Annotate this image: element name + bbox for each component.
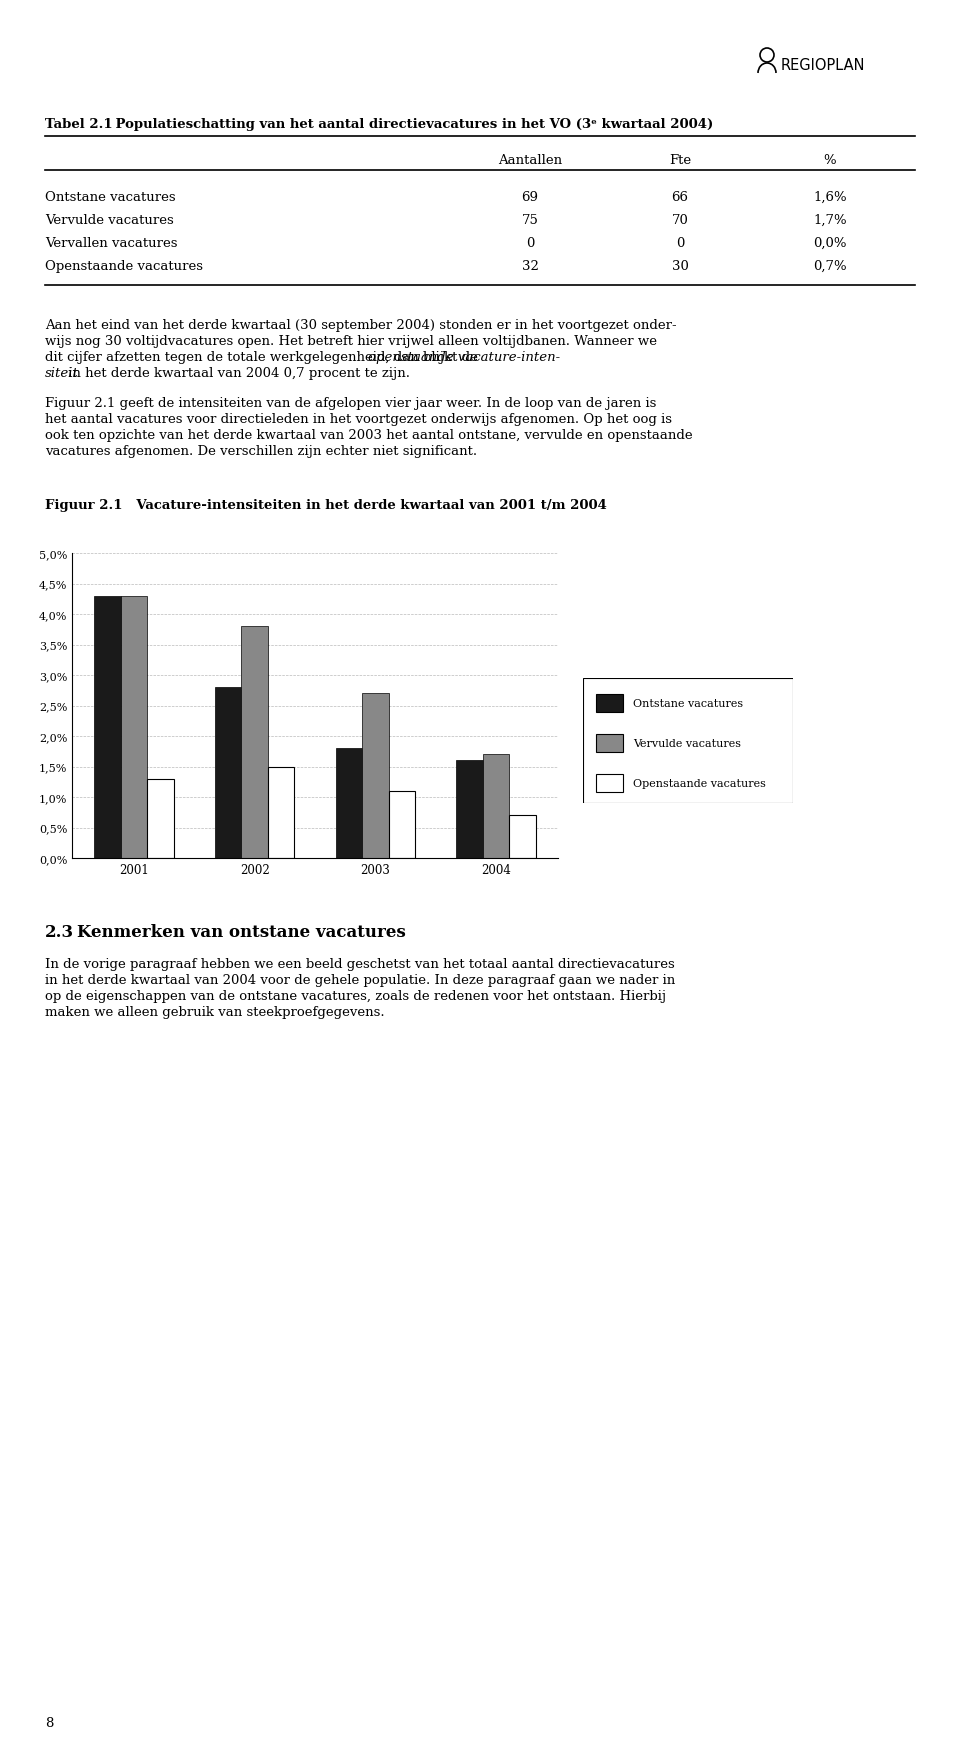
Text: 0,0%: 0,0% (813, 237, 847, 249)
Bar (510, 815, 536, 859)
Text: 69: 69 (521, 192, 539, 204)
Text: Figuur 2.1   Vacature-intensiteiten in het derde kwartaal van 2001 t/m 2004: Figuur 2.1 Vacature-intensiteiten in het… (45, 499, 607, 511)
Text: 8: 8 (45, 1717, 54, 1729)
Bar (241, 627, 268, 859)
Text: maken we alleen gebruik van steekproefgegevens.: maken we alleen gebruik van steekproefge… (45, 1005, 385, 1019)
Text: 70: 70 (672, 214, 688, 227)
Text: Fte: Fte (669, 155, 691, 167)
Text: 0: 0 (676, 237, 684, 249)
Text: het aantal vacatures voor directieleden in het voortgezet onderwijs afgenomen. O: het aantal vacatures voor directieleden … (45, 413, 672, 425)
Text: 1,7%: 1,7% (813, 214, 847, 227)
Text: Vervulde vacatures: Vervulde vacatures (45, 214, 174, 227)
Text: Kenmerken van ontstane vacatures: Kenmerken van ontstane vacatures (77, 924, 406, 940)
Bar (362, 694, 389, 859)
Text: %: % (824, 155, 836, 167)
Bar (595, 694, 623, 712)
Text: 30: 30 (672, 260, 688, 272)
Bar (121, 596, 147, 859)
Text: REGIOPLAN: REGIOPLAN (781, 58, 866, 72)
Bar (268, 768, 295, 859)
Text: siteit: siteit (45, 367, 79, 380)
Bar (336, 748, 362, 859)
Text: 1,6%: 1,6% (813, 192, 847, 204)
Bar (147, 780, 174, 859)
Text: Aan het eind van het derde kwartaal (30 september 2004) stonden er in het voortg: Aan het eind van het derde kwartaal (30 … (45, 318, 677, 332)
Text: Populatieschatting van het aantal directievacatures in het VO (3ᵉ kwartaal 2004): Populatieschatting van het aantal direct… (97, 118, 713, 132)
Text: 75: 75 (521, 214, 539, 227)
Text: Ontstane vacatures: Ontstane vacatures (634, 699, 744, 708)
Text: 66: 66 (671, 192, 688, 204)
Text: wijs nog 30 voltijdvacatures open. Het betreft hier vrijwel alleen voltijdbanen.: wijs nog 30 voltijdvacatures open. Het b… (45, 336, 657, 348)
Text: Openstaande vacatures: Openstaande vacatures (45, 260, 203, 272)
Text: ook ten opzichte van het derde kwartaal van 2003 het aantal ontstane, vervulde e: ook ten opzichte van het derde kwartaal … (45, 429, 692, 441)
Text: Vervallen vacatures: Vervallen vacatures (45, 237, 178, 249)
Text: In de vorige paragraaf hebben we een beeld geschetst van het totaal aantal direc: In de vorige paragraaf hebben we een bee… (45, 958, 675, 970)
Text: openstaande vacature-inten-: openstaande vacature-inten- (368, 351, 560, 364)
Text: 32: 32 (521, 260, 539, 272)
Text: Vervulde vacatures: Vervulde vacatures (634, 738, 741, 748)
Bar (456, 761, 483, 859)
Text: dit cijfer afzetten tegen de totale werkgelegenheid, dan blijkt de: dit cijfer afzetten tegen de totale werk… (45, 351, 482, 364)
Text: 2.3: 2.3 (45, 924, 74, 940)
Text: in het derde kwartaal van 2004 0,7 procent te zijn.: in het derde kwartaal van 2004 0,7 proce… (64, 367, 410, 380)
Bar (595, 734, 623, 752)
Text: Tabel 2.1: Tabel 2.1 (45, 118, 112, 132)
Text: in het derde kwartaal van 2004 voor de gehele populatie. In deze paragraaf gaan : in het derde kwartaal van 2004 voor de g… (45, 973, 675, 986)
Bar (595, 775, 623, 792)
Text: Openstaande vacatures: Openstaande vacatures (634, 778, 766, 789)
Bar (483, 756, 510, 859)
Bar (94, 596, 121, 859)
Text: 0,7%: 0,7% (813, 260, 847, 272)
Text: op de eigenschappen van de ontstane vacatures, zoals de redenen voor het ontstaa: op de eigenschappen van de ontstane vaca… (45, 989, 666, 1003)
Text: Aantallen: Aantallen (498, 155, 562, 167)
Text: Ontstane vacatures: Ontstane vacatures (45, 192, 176, 204)
Bar (215, 687, 241, 859)
FancyBboxPatch shape (583, 678, 793, 803)
Text: vacatures afgenomen. De verschillen zijn echter niet significant.: vacatures afgenomen. De verschillen zijn… (45, 445, 477, 459)
Text: Figuur 2.1 geeft de intensiteiten van de afgelopen vier jaar weer. In de loop va: Figuur 2.1 geeft de intensiteiten van de… (45, 397, 657, 409)
Text: 0: 0 (526, 237, 534, 249)
Bar (389, 791, 415, 859)
